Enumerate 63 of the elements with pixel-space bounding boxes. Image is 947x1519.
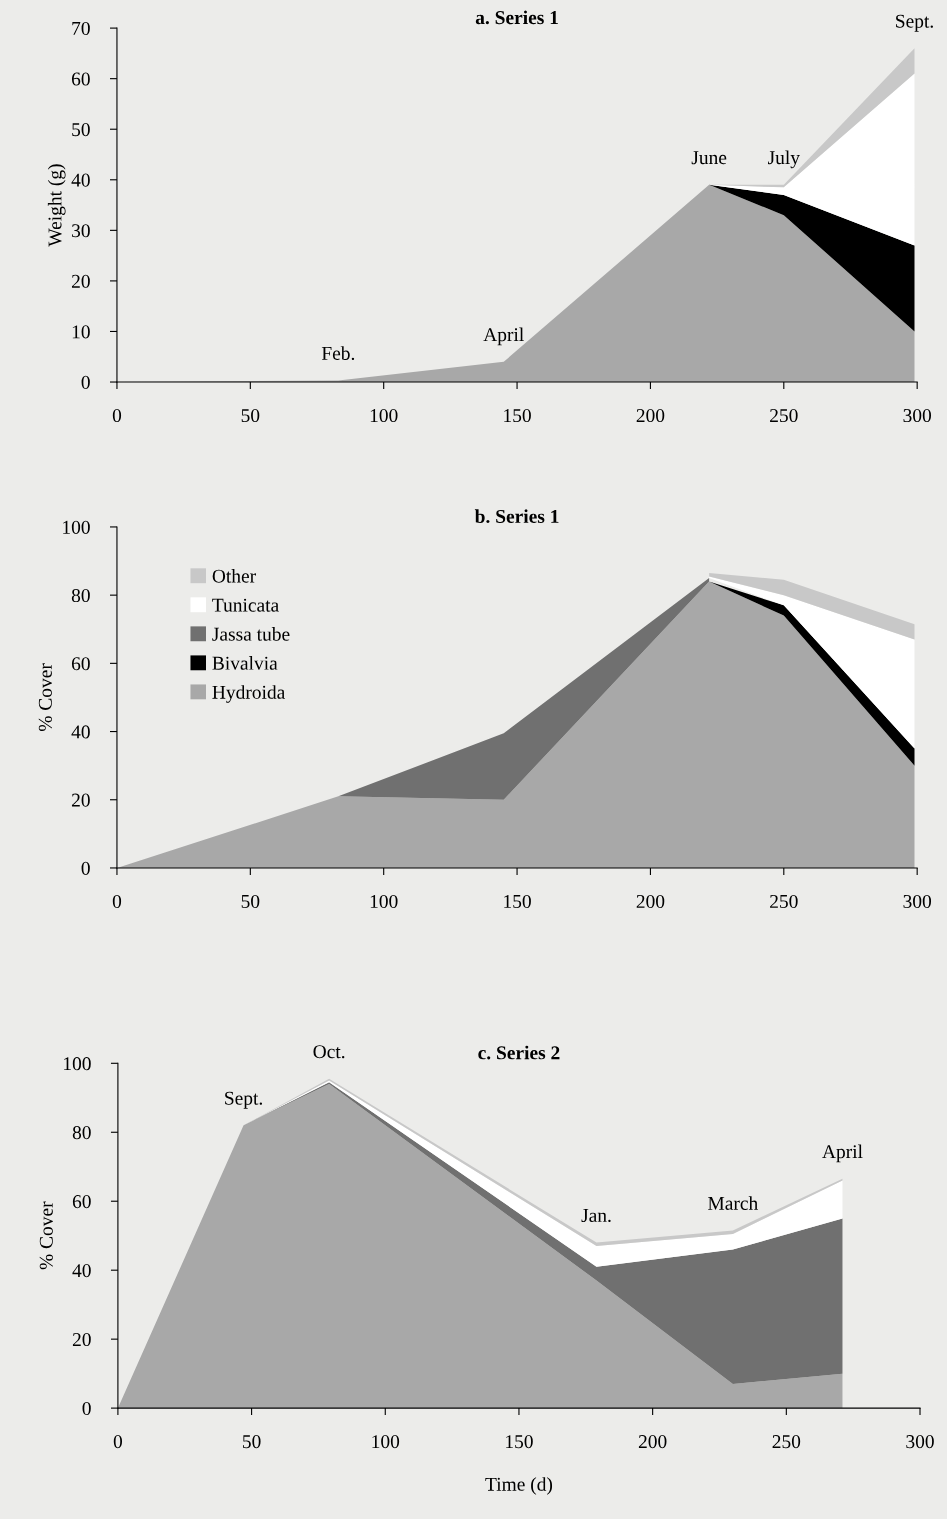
x-tick-label: 100 — [372, 1435, 400, 1449]
annotation: March — [708, 1196, 758, 1210]
annotation: Sept. — [896, 14, 933, 32]
annotation: April — [483, 327, 524, 346]
y-tick-label: 60 — [71, 657, 90, 671]
x-tick-label: 50 — [241, 894, 260, 909]
y-tick-label: 20 — [71, 274, 90, 288]
annotation: Oct. — [313, 1045, 345, 1059]
y-axis-title: % Cover — [39, 1201, 53, 1270]
x-tick-label: 50 — [242, 1435, 261, 1449]
y-tick-label: 40 — [72, 1264, 91, 1278]
x-tick-label: 200 — [636, 894, 665, 909]
y-tick-label: 50 — [72, 123, 90, 137]
x-tick-label: 250 — [770, 894, 798, 909]
y-tick-label: 0 — [82, 1401, 91, 1416]
x-tick-label: 100 — [370, 894, 398, 909]
x-tick-label: 150 — [506, 1435, 533, 1449]
x-axis-title: Time (d) — [485, 1477, 553, 1495]
legend-label: Jassa tube — [212, 627, 290, 641]
chart-title: a. Series 1 — [475, 10, 558, 25]
x-tick-label: 150 — [504, 408, 531, 423]
annotation: Feb. — [321, 346, 355, 360]
y-tick-label: 10 — [72, 325, 90, 339]
y-tick-label: 20 — [72, 1332, 91, 1347]
y-tick-label: 70 — [72, 21, 90, 36]
x-tick-label: 150 — [504, 894, 531, 909]
y-tick-label: 0 — [81, 375, 90, 389]
y-tick-label: 100 — [63, 520, 90, 534]
x-tick-label: 200 — [638, 1435, 667, 1449]
annotation: Sept. — [225, 1091, 262, 1109]
y-tick-label: 0 — [81, 861, 90, 875]
y-tick-label: 20 — [71, 793, 90, 807]
annotation: June — [691, 151, 727, 165]
x-tick-label: 0 — [112, 894, 122, 909]
chart-title: b. Series 1 — [474, 509, 559, 524]
annotation: April — [822, 1144, 863, 1163]
x-tick-label: 50 — [241, 408, 260, 423]
y-tick-label: 60 — [72, 1195, 91, 1209]
legend-label: Hydroida — [212, 685, 286, 703]
legend-label: Tunicata — [212, 598, 279, 612]
x-tick-label: 250 — [770, 408, 798, 423]
legend-label: Bivalvia — [212, 656, 278, 670]
annotation: July — [768, 150, 800, 169]
y-axis-title: % Cover — [38, 663, 52, 732]
x-tick-label: 200 — [636, 408, 665, 423]
x-tick-label: 250 — [772, 1435, 801, 1449]
y-tick-label: 40 — [71, 173, 90, 187]
x-tick-label: 300 — [903, 894, 932, 909]
y-tick-label: 80 — [72, 1126, 91, 1140]
y-tick-label: 30 — [72, 224, 90, 238]
x-tick-label: 0 — [113, 1435, 123, 1449]
chart-title: c. Series 2 — [478, 1045, 560, 1060]
y-tick-label: 100 — [64, 1057, 91, 1071]
x-tick-label: 100 — [370, 408, 398, 423]
annotation: Jan. — [581, 1209, 611, 1223]
x-tick-label: 0 — [112, 408, 122, 423]
x-tick-label: 300 — [906, 1435, 934, 1449]
y-tick-label: 40 — [71, 725, 90, 739]
y-axis-title: Weight (g) — [47, 164, 66, 247]
y-tick-label: 80 — [71, 588, 90, 603]
legend-label: Other — [212, 569, 256, 583]
y-tick-label: 60 — [71, 72, 90, 86]
x-tick-label: 300 — [903, 408, 932, 423]
